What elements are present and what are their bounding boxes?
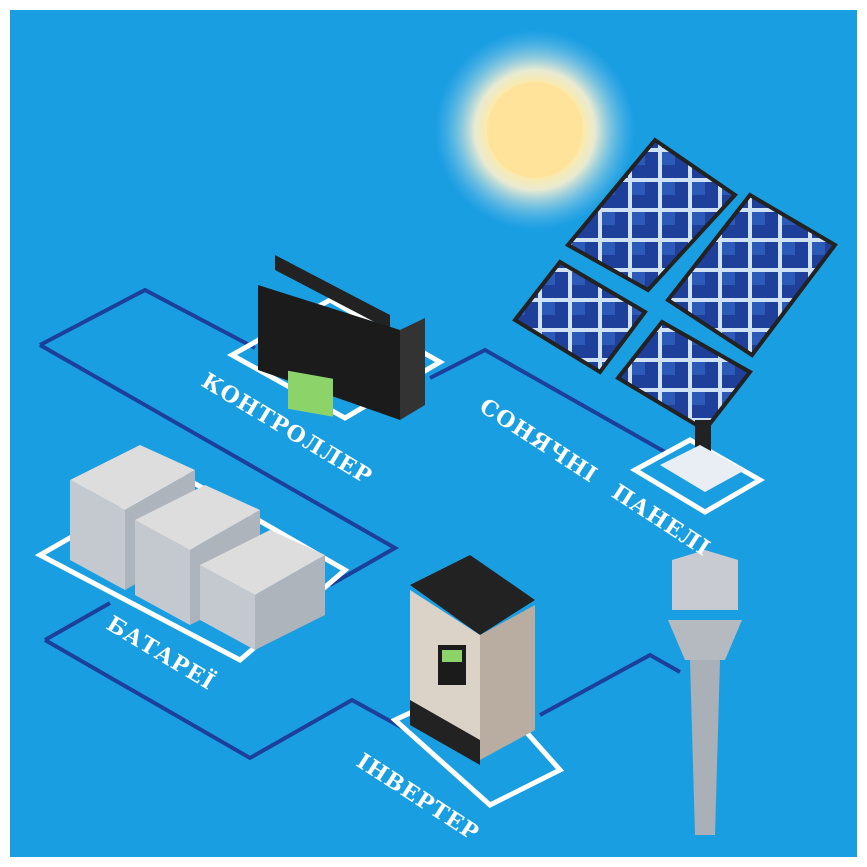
controller bbox=[258, 255, 425, 420]
wires bbox=[39, 287, 681, 761]
inverter bbox=[410, 555, 535, 765]
solar-panels bbox=[512, 137, 838, 492]
sun-core bbox=[487, 82, 583, 178]
tower bbox=[668, 550, 742, 835]
batteries bbox=[70, 445, 325, 650]
